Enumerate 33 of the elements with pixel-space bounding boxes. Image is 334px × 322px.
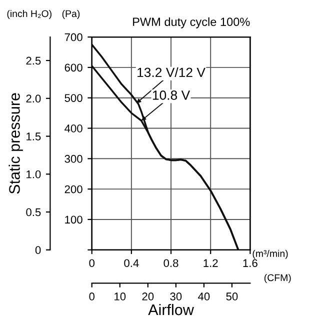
- text: (m³/min): [252, 250, 288, 259]
- y-tick-label: 700: [64, 33, 82, 42]
- y-tick-label: 300: [64, 154, 82, 163]
- text: (CFM): [264, 274, 291, 284]
- y2-tick-label: 1.0: [26, 170, 41, 178]
- x-tick-label: 1.2: [204, 259, 218, 267]
- x-tick-label: 1.6: [243, 259, 258, 268]
- text: (inch H₂O): [7, 10, 52, 20]
- y-tick-label: 500: [64, 94, 82, 102]
- x2-tick-label: 0: [89, 292, 95, 300]
- y2-tick-label: 0: [35, 246, 41, 254]
- x2-tick-label: 50: [226, 292, 238, 300]
- text: (Pa): [62, 10, 80, 20]
- chart-title: PWM duty cycle 100%: [133, 17, 250, 28]
- x2-tick-label: 30: [170, 292, 182, 300]
- y2-tick-label: 1.5: [26, 132, 41, 140]
- x-tick-label: 0.4: [124, 259, 139, 268]
- series-label: 13.2 V/12 V: [138, 67, 206, 78]
- y2-tick-label: 0.5: [26, 208, 41, 216]
- y-tick-label: 100: [65, 216, 82, 224]
- y2-tick-label: 2.0: [26, 94, 41, 103]
- x-tick-label: 0.8: [164, 259, 178, 268]
- x2-tick-label: 20: [142, 292, 154, 300]
- x-tick-label: 0: [89, 259, 95, 268]
- y2-tick-label: 2.5: [26, 56, 41, 65]
- y-tick-label: 200: [64, 185, 82, 194]
- x-axis-title: Airflow: [148, 304, 194, 316]
- y2-axis-title: Static pressure: [8, 93, 23, 194]
- y-tick-label: 400: [64, 124, 82, 132]
- x2-tick-label: 40: [198, 292, 210, 300]
- legend-label: 10.8 V: [152, 90, 190, 100]
- y-tick-label: 600: [64, 64, 82, 72]
- x2-tick-label: 10: [114, 292, 126, 300]
